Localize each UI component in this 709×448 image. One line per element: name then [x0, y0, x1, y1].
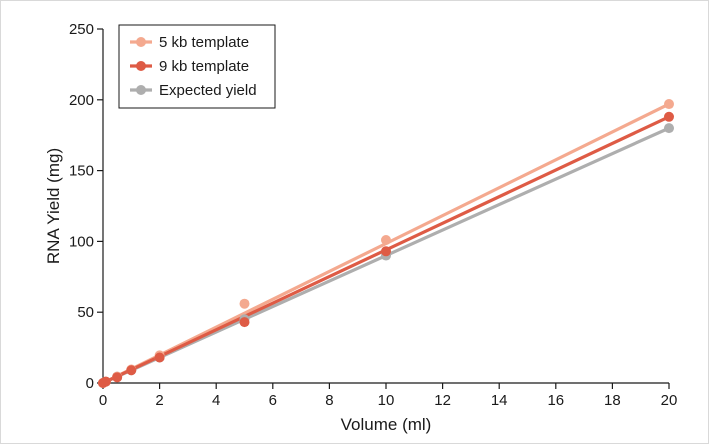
series-layer — [98, 99, 674, 388]
legend-swatch-marker-1 — [136, 61, 146, 71]
data-point-series-1 — [664, 111, 674, 122]
x-tick-label: 10 — [378, 392, 395, 409]
legend-label-1: 9 kb template — [159, 58, 249, 75]
data-point-series-1 — [381, 246, 391, 257]
x-tick-label: 16 — [547, 392, 564, 409]
data-point-series-0 — [239, 298, 250, 309]
data-point-series-1 — [239, 317, 250, 328]
data-point-series-0 — [381, 234, 391, 245]
x-tick-label: 6 — [269, 392, 277, 409]
y-tick-label: 200 — [69, 92, 94, 109]
legend-swatch-marker-0 — [136, 37, 146, 47]
x-tick-label: 14 — [491, 392, 508, 409]
x-tick-label: 2 — [155, 392, 163, 409]
data-point-series-0 — [664, 99, 674, 110]
y-tick-label: 250 — [69, 21, 94, 38]
y-tick-label: 150 — [69, 163, 94, 180]
data-point-series-1 — [154, 352, 165, 363]
legend-swatch-marker-2 — [136, 85, 146, 95]
data-point-series-1 — [100, 376, 111, 387]
data-point-series-1 — [126, 365, 137, 376]
x-tick-label: 20 — [661, 392, 678, 409]
y-tick-label: 50 — [77, 304, 94, 321]
x-axis-title: Volume (ml) — [341, 415, 432, 434]
x-tick-label: 8 — [325, 392, 333, 409]
legend-label-0: 5 kb template — [159, 34, 249, 51]
y-tick-label: 0 — [86, 375, 94, 392]
legend-label-2: Expected yield — [159, 82, 257, 99]
y-tick-label: 100 — [69, 233, 94, 250]
data-point-series-2 — [664, 123, 674, 134]
legend: 5 kb template 9 kb template Expected yield — [118, 24, 276, 109]
x-tick-label: 4 — [212, 392, 220, 409]
data-point-series-1 — [112, 372, 123, 383]
x-tick-label: 12 — [434, 392, 451, 409]
y-axis-title: RNA Yield (mg) — [44, 148, 63, 264]
x-tick-label: 18 — [604, 392, 621, 409]
x-tick-label: 0 — [99, 392, 107, 409]
